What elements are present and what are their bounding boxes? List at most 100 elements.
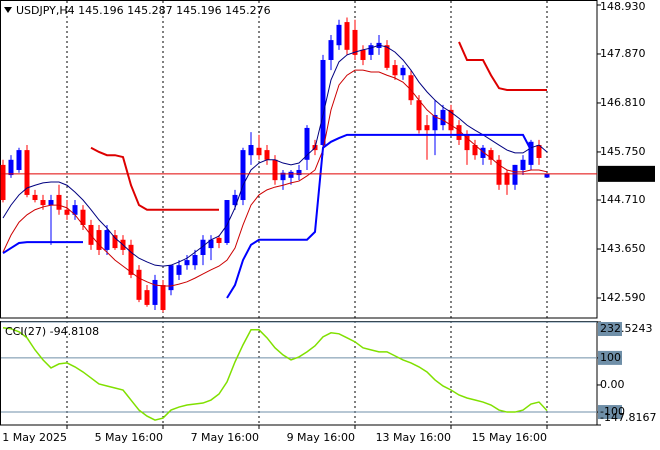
candle-body [0, 164, 6, 201]
candle-body [400, 67, 406, 76]
candle-body [144, 290, 150, 305]
y-tick-label: 143.650 [600, 242, 646, 255]
last-price-box [598, 165, 655, 182]
candle-body [32, 194, 38, 201]
candle-body [272, 159, 278, 181]
last-price-label: 145.276 [600, 167, 646, 180]
candle-body [56, 194, 62, 210]
candle-body [360, 49, 366, 60]
candle-body [248, 145, 254, 156]
indicator-title: CCI(27) -94.8108 [5, 325, 99, 338]
y-tick-label: 148.930 [600, 0, 646, 13]
candle-body [328, 40, 334, 60]
candle-body [160, 285, 166, 311]
candle-body [224, 200, 230, 243]
candle-body [128, 244, 134, 275]
candle-body [16, 150, 22, 170]
candle-body [512, 164, 518, 185]
candle-body [168, 265, 174, 291]
level-label-box [598, 350, 622, 365]
y-tick-label: 232.5243 [600, 322, 653, 335]
x-tick-label: 1 May 2025 [2, 431, 67, 444]
candle-body [200, 239, 206, 256]
candle-body [504, 172, 510, 185]
candle-body [176, 265, 182, 275]
candle-body [344, 22, 350, 50]
candle-body [520, 159, 526, 170]
y-tick-label: 144.710 [600, 193, 646, 206]
candle-body [240, 150, 246, 201]
candle-body [64, 209, 70, 215]
candle-body [40, 200, 46, 206]
y-tick-label: 146.810 [600, 96, 646, 109]
candle-body [528, 141, 534, 165]
candle-body [256, 147, 262, 156]
candle-body [456, 125, 462, 140]
candle-body [472, 145, 478, 156]
y-tick-label: 142.590 [600, 291, 646, 304]
candle-body [392, 65, 398, 76]
symbol-icon [4, 7, 12, 13]
level-label-box [598, 322, 622, 336]
candle-body [464, 134, 470, 151]
candle-body [496, 159, 502, 185]
candle-body [216, 237, 222, 243]
candle-body [408, 75, 414, 101]
y-tick-label: 0.00 [600, 378, 625, 391]
indicator-line [2, 133, 532, 299]
main-panel-frame [0, 0, 598, 319]
candle-body [184, 260, 190, 266]
candle-body [112, 235, 118, 249]
candle-body [488, 150, 494, 160]
x-tick-label: 9 May 16:00 [287, 431, 355, 444]
candle-body [296, 169, 302, 176]
x-tick-label: 13 May 16:00 [376, 431, 451, 444]
indicator-line [2, 44, 548, 267]
candle-body [192, 255, 198, 266]
candle-body [8, 159, 14, 176]
x-tick-label: 15 May 16:00 [472, 431, 547, 444]
y-tick-label: -147.8167 [600, 411, 656, 424]
candle-body [480, 147, 486, 158]
candle-body [448, 109, 454, 131]
candle-body [384, 45, 390, 68]
candle-body [232, 194, 238, 206]
candle-body [432, 114, 438, 131]
cci-line [2, 327, 548, 421]
indicator-line [90, 41, 547, 211]
x-tick-label: 7 May 16:00 [191, 431, 259, 444]
x-tick-label: 5 May 16:00 [95, 431, 163, 444]
level-label-box [598, 405, 622, 420]
candle-body [24, 150, 30, 195]
candle-body [80, 209, 86, 225]
candle-body [136, 269, 142, 300]
candle-body [544, 173, 550, 178]
candle-body [336, 24, 342, 46]
y-tick-label: 147.870 [600, 47, 646, 60]
candle-body [48, 200, 54, 206]
candle-body [536, 145, 542, 158]
candle-body [288, 171, 294, 178]
chart-title: USDJPY,H4 145.196 145.287 145.196 145.27… [16, 4, 271, 17]
candle-body [152, 279, 158, 305]
candle-body [96, 230, 102, 250]
candle-body [320, 59, 326, 146]
candle-body [104, 230, 110, 250]
candle-body [304, 127, 310, 160]
y-tick-label: 145.750 [600, 145, 646, 158]
y-tick-label: 100 [600, 351, 621, 364]
candle-body [264, 150, 270, 160]
candle-body [440, 109, 446, 126]
candle-body [208, 239, 214, 249]
candle-body [72, 205, 78, 215]
indicator-line [2, 69, 548, 287]
candle-body [280, 172, 286, 181]
candle-body [416, 100, 422, 131]
candle-body [368, 45, 374, 55]
candle-body [424, 125, 430, 131]
candle-body [352, 29, 358, 55]
y-tick-label: -100 [600, 405, 625, 418]
